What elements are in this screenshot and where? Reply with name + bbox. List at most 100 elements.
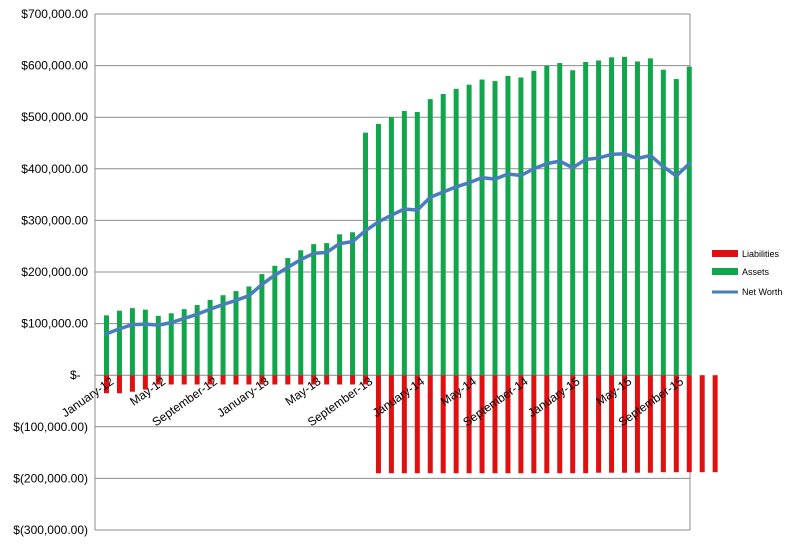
legend-item-net-worth: Net Worth [712,287,782,297]
legend-label: Assets [742,267,770,277]
liabilities-bar [194,375,200,385]
assets-bar [104,315,109,376]
liabilities-bar [596,375,602,473]
y-tick-labels: $700,000.00 $600,000.00 $500,000.00 $400,00… [13,7,88,537]
liabilities-bar [634,375,640,473]
assets-bar [233,291,239,376]
assets-bar [686,66,692,376]
y-tick-label: $700,000.00 [21,7,88,21]
liabilities-bar [285,375,291,385]
liabilities-bar [168,375,174,385]
assets-bar [453,88,459,376]
liabilities-bar [142,375,148,390]
liabilities-bar [220,375,226,385]
assets-bar [155,315,161,376]
assets-bar [375,123,381,376]
liabilities-bar [609,375,615,473]
liabilities-bar [492,375,498,474]
liabilities-bar [401,375,407,474]
assets-bar [479,79,485,376]
liabilities-bar [337,375,343,385]
assets-bar [311,244,317,376]
y-tick-label: $- [70,368,81,382]
y-tick-label: $100,000.00 [21,317,88,331]
liabilities-bar [518,375,524,474]
liabilities-bar [712,375,718,473]
y-tick-label: $500,000.00 [21,110,88,124]
assets-bar [596,60,602,376]
assets-bar [272,265,278,376]
assets-bar [129,308,135,376]
assets-bar [388,117,394,376]
legend-swatch [712,268,738,275]
liabilities-bar [673,375,679,473]
assets-bar [634,61,640,376]
assets-bar [673,79,679,376]
liabilities-bar [298,375,304,385]
assets-bar [194,305,200,376]
assets-bar [660,69,666,376]
assets-bar [440,93,446,376]
liabilities-bar [155,375,161,385]
liabilities-bar [129,375,135,392]
assets-bar [337,234,343,376]
liabilities-bar [699,375,705,473]
liabilities-bar [583,375,589,474]
liabilities-bar [479,375,485,474]
liabilities-bar [440,375,446,474]
assets-bar [583,61,589,376]
assets-bar [427,99,433,376]
assets-bar [168,313,174,376]
assets-bar [142,309,148,376]
assets-bar [363,132,368,376]
liabilities-bar [375,375,381,474]
liabilities-bar [622,375,627,473]
assets-bar [246,286,252,376]
legend-item-assets: Assets [712,267,770,277]
assets-bar [609,57,615,376]
bars [104,56,718,474]
liabilities-bar [505,375,511,474]
liabilities-bar [388,375,394,474]
liabilities-bar [272,375,278,385]
liabilities-bar [350,375,356,385]
assets-bar [531,70,537,376]
y-tick-label: $200,000.00 [21,265,88,279]
liabilities-bar [246,375,252,385]
legend: Liabilities Assets Net Worth [712,249,782,297]
liabilities-bar [647,375,653,473]
liabilities-bar [557,375,563,474]
assets-bar [414,112,420,376]
legend-item-liabilities: Liabilities [712,249,780,259]
net-worth-line-group [104,152,692,336]
assets-bar [505,75,511,376]
liabilities-bar [233,375,239,385]
assets-bar [544,65,550,376]
assets-bar [181,309,187,376]
assets-bar [401,111,407,376]
liabilities-bar [544,375,550,474]
liabilities-bar [104,375,109,394]
assets-bar [285,258,291,376]
y-tick-label: $(300,000.00) [13,523,88,537]
assets-bar [492,81,498,376]
assets-bar [207,299,213,376]
liabilities-bar [570,375,576,474]
liabilities-bar [181,375,187,385]
assets-bar [298,250,304,376]
liabilities-bar [466,375,472,474]
liabilities-bar [116,375,122,394]
assets-bar [324,243,330,376]
legend-label: Liabilities [742,249,780,259]
assets-bar [518,77,524,376]
assets-bar [557,63,563,376]
assets-bar [116,310,122,376]
liabilities-bar [660,375,666,473]
legend-swatch [712,250,738,257]
assets-bar [259,274,265,376]
assets-bar [220,295,226,376]
liabilities-bar [686,375,692,473]
liabilities-bar [324,375,330,385]
